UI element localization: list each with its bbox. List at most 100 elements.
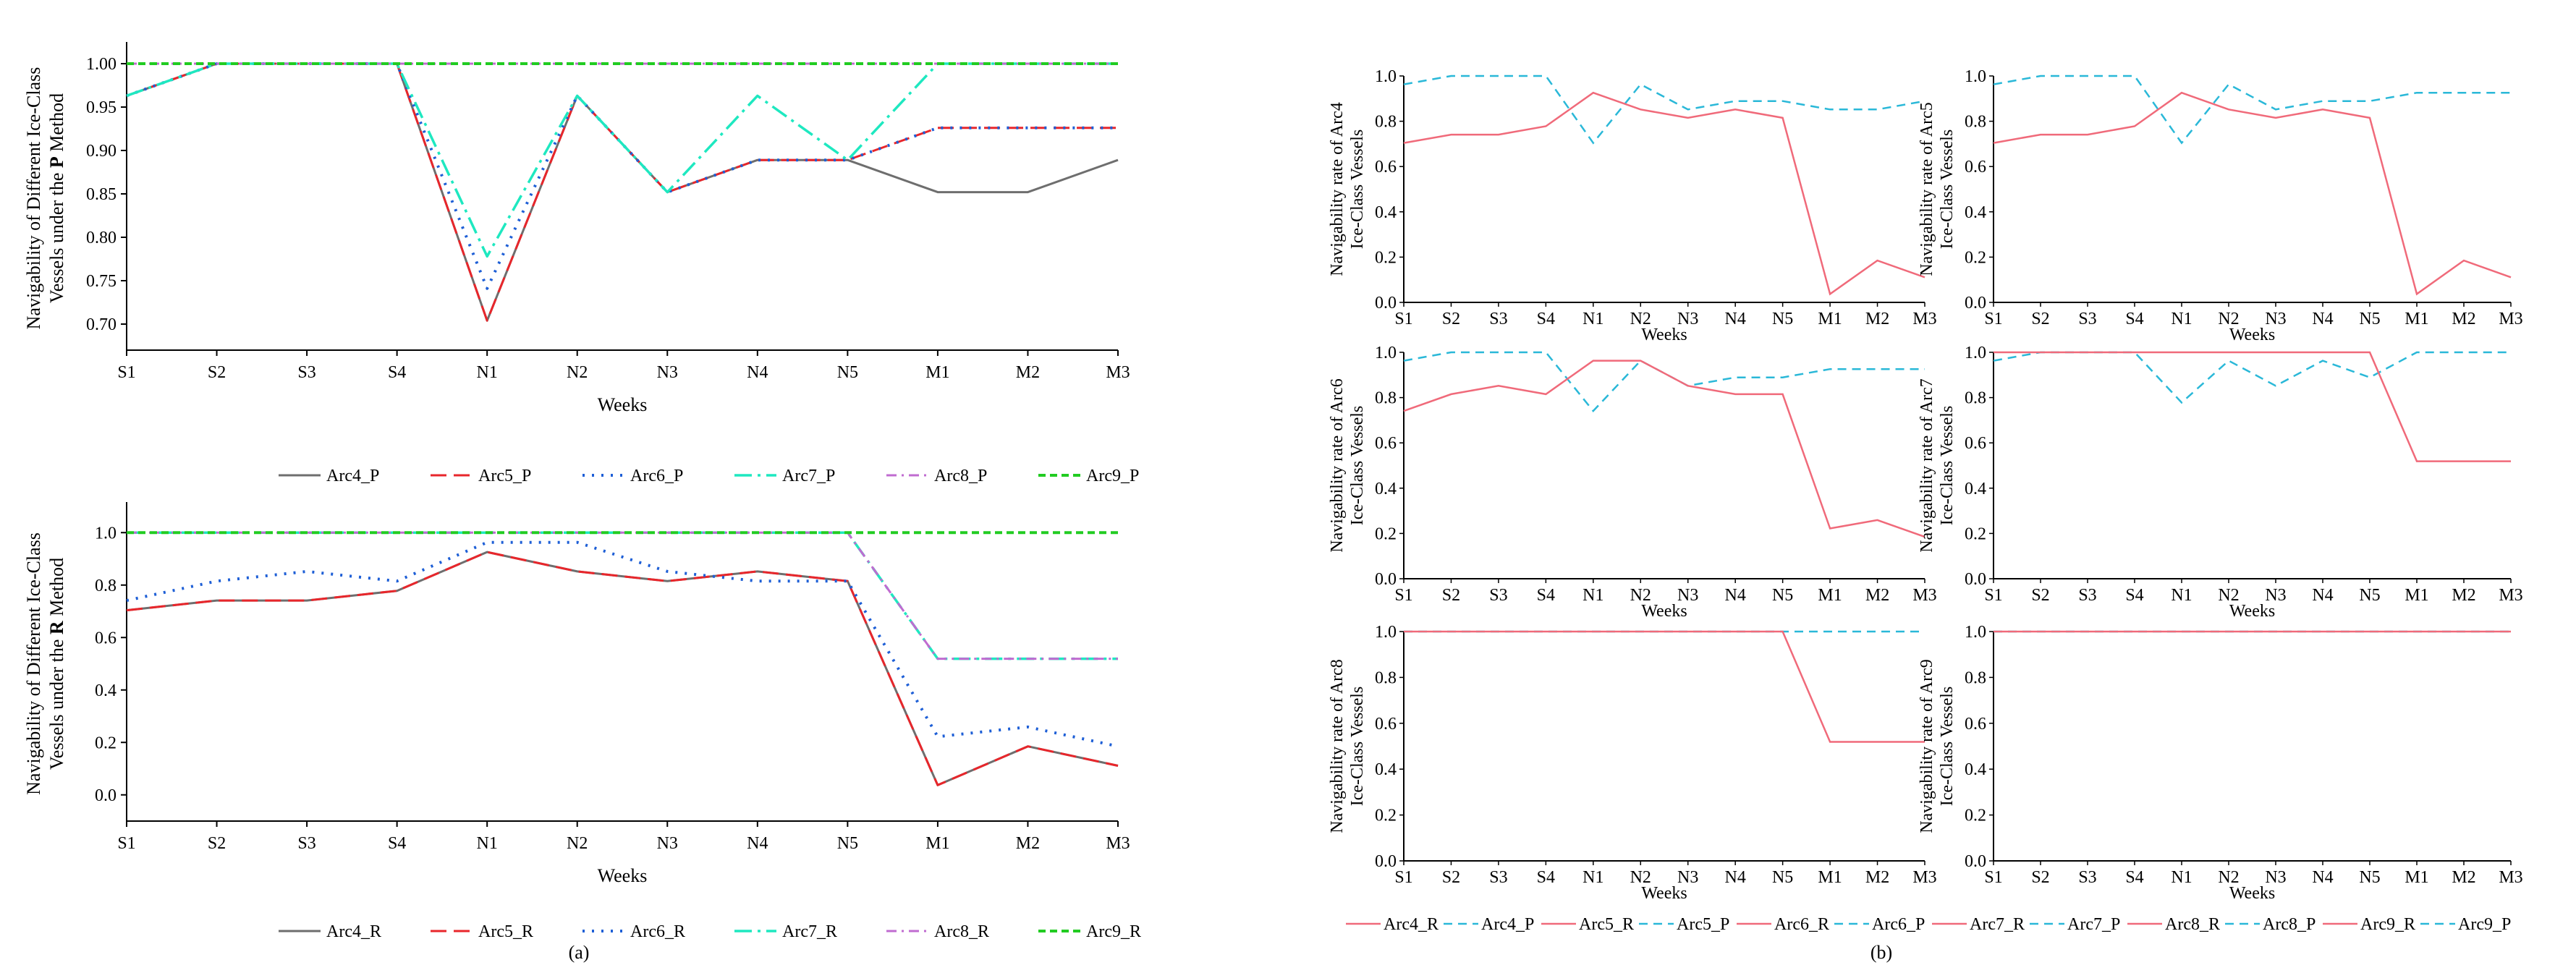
panel-x-axis-label: Weeks <box>2229 884 2275 903</box>
legend-label-arc9-r: Arc9_R <box>2360 915 2415 934</box>
chart-a-bottom: 0.0 0.2 0.4 0.6 0.8 1.0 S1 S2 S3 S4 N1 N2 N3 N4 N5 M1 M2… <box>23 502 1141 941</box>
panel-x-tick-label: N2 <box>2218 868 2239 887</box>
panel-x-tick-label: N2 <box>2218 310 2239 328</box>
panel-y-tick-label: 0.8 <box>1965 668 1986 687</box>
y-axis-label-line2-prefix: Vessels under the <box>46 168 67 303</box>
y-tick-label: 0.70 <box>86 315 116 334</box>
panel-y-axis-label: Navigability rate of Arc6Ice-Class Vesse… <box>1328 378 1367 553</box>
series-line-arc6-r <box>1403 360 1925 538</box>
legend-label-arc8-p: Arc8_P <box>2263 915 2316 934</box>
chart-b-small-multiples: 0.0 0.2 0.4 0.6 0.8 1.0 S1 S2 S3 S4 N1 N2 N3 N4 N5 M1 M2… <box>1328 67 2523 934</box>
legend-label-arc5-p: Arc5_P <box>1677 915 1729 934</box>
panel-y-tick-label: 1.0 <box>1375 67 1397 86</box>
panel-y-tick-label: 0.2 <box>1375 807 1397 825</box>
y-tick-label: 0.95 <box>86 98 116 117</box>
panel-y-tick-label: 0.2 <box>1965 807 1986 825</box>
panel-x-tick-label: S3 <box>1489 586 1507 605</box>
x-tick-label: S3 <box>297 363 315 382</box>
panel-x-tick-label: S2 <box>2031 586 2049 605</box>
y-axis-label-line1: Navigability of Different Ice-Class <box>23 532 44 795</box>
legend-label-arc7-r: Arc7_R <box>1970 915 2025 934</box>
x-tick-label: N1 <box>477 834 498 853</box>
y-tick-label: 0.75 <box>86 272 116 291</box>
y-tick-label: 0.0 <box>95 786 116 805</box>
series-line-arc8-r <box>1404 630 1925 743</box>
panel-x-tick-label: S1 <box>1984 868 2002 887</box>
panel-x-tick-label: S3 <box>2078 310 2096 328</box>
legend-label-arc6-r: Arc6_R <box>630 922 685 941</box>
x-tick-label: S2 <box>208 834 226 853</box>
x-tick-label: N3 <box>657 363 678 382</box>
panel-x-tick-label: M2 <box>2452 310 2475 328</box>
panel-y-tick-label: 0.2 <box>1965 248 1986 267</box>
panel-x-tick-label: S2 <box>2031 310 2049 328</box>
panel-y-tick-label: 0.6 <box>1965 715 1986 734</box>
panel-x-tick-label: N1 <box>1583 868 1603 887</box>
panel-y-tick-label: 0.8 <box>1965 389 1986 408</box>
panel-x-tick-label: S4 <box>2125 310 2143 328</box>
legend-label-arc9-p: Arc9_P <box>1086 467 1139 485</box>
series-line-arc5-p <box>1993 75 2511 145</box>
y-tick-label: 0.2 <box>95 734 116 752</box>
panel-x-tick-label: M3 <box>1912 868 1936 887</box>
panel-x-tick-label: N4 <box>1725 310 1746 328</box>
y-tick-label: 0.80 <box>86 229 116 247</box>
panel-x-tick-label: S4 <box>2125 586 2143 605</box>
panel-x-tick-label: N1 <box>2171 310 2192 328</box>
y-axis-label-line1: Navigability of Different Ice-Class <box>23 67 44 330</box>
panel-y-axis-label: Navigability rate of Arc4Ice-Class Vesse… <box>1328 102 1367 276</box>
panel-y-tick-label: 1.0 <box>1375 344 1397 362</box>
y-tick-label: 0.4 <box>95 681 116 700</box>
series-line-arc4-p <box>1403 75 1925 145</box>
panel-y-tick-label: 0.6 <box>1375 158 1397 177</box>
series-line-arc7-p <box>126 62 1118 258</box>
panel-y-tick-label: 0.8 <box>1965 113 1986 132</box>
caption-a: (a) <box>569 942 590 963</box>
panel-x-tick-label: N4 <box>2312 586 2333 605</box>
panel-x-tick-label: S3 <box>1489 310 1507 328</box>
panel-x-tick-label: N5 <box>2359 586 2380 605</box>
panel-y-tick-label: 1.0 <box>1965 623 1986 642</box>
panel-x-tick-label: S3 <box>1489 868 1507 887</box>
y-tick-label: 1.00 <box>86 55 116 74</box>
y-axis-label-line2-prefix: Vessels under the <box>46 634 67 770</box>
panel-x-tick-label: S1 <box>1394 868 1412 887</box>
panel-x-tick-label: S1 <box>1984 586 2002 605</box>
panel-x-tick-label: N1 <box>2171 586 2192 605</box>
panel-x-tick-label: N4 <box>2312 868 2333 887</box>
panel-x-tick-label: N3 <box>1677 868 1698 887</box>
series-line-arc8-r <box>127 531 1118 660</box>
y-tick-label: 1.0 <box>95 524 116 543</box>
panel-x-tick-label: M2 <box>2452 586 2475 605</box>
panel-x-tick-label: N3 <box>1677 310 1698 328</box>
panel-x-tick-label: M1 <box>1818 310 1842 328</box>
panel-x-tick-label: N3 <box>1677 586 1698 605</box>
panel-x-tick-label: M1 <box>2405 868 2428 887</box>
panel-x-tick-label: N4 <box>1725 868 1746 887</box>
y-tick-label: 0.6 <box>95 629 116 647</box>
legend-label-arc5-r: Arc5_R <box>478 922 533 941</box>
panel-x-tick-label: M3 <box>2499 586 2522 605</box>
panel-x-tick-label: M1 <box>1818 868 1842 887</box>
panel-y-axis-label: Navigability rate of Arc7Ice-Class Vesse… <box>1918 378 1957 553</box>
panel-x-tick-label: S2 <box>1442 586 1460 605</box>
panel-y-axis-label-line1: Navigability rate of Arc5 <box>1918 102 1936 276</box>
panel-x-tick-label: S4 <box>1537 586 1555 605</box>
panel-x-tick-label: S2 <box>1442 310 1460 328</box>
panel-x-tick-label: M2 <box>1865 310 1889 328</box>
panel-y-axis-label-line1: Navigability rate of Arc6 <box>1328 378 1347 553</box>
panel-x-axis-label: Weeks <box>2229 326 2275 344</box>
x-tick-label: S1 <box>117 834 135 853</box>
panel-y-axis-label: Navigability rate of Arc8Ice-Class Vesse… <box>1328 659 1367 833</box>
panel-y-tick-label: 0.4 <box>1375 203 1397 222</box>
panel-y-axis-label-line1: Navigability rate of Arc4 <box>1328 102 1347 276</box>
panel-x-tick-label: N2 <box>2218 586 2239 605</box>
x-tick-label: N5 <box>837 834 858 853</box>
panel-x-axis-label: Weeks <box>1641 884 1687 903</box>
legend-label-arc6-p: Arc6_P <box>1872 915 1925 934</box>
panel-x-tick-label: N1 <box>1583 310 1603 328</box>
panel-y-tick-label: 0.0 <box>1965 852 1986 871</box>
y-tick-label: 0.8 <box>95 577 116 595</box>
panel-x-axis-label: Weeks <box>2229 602 2275 621</box>
